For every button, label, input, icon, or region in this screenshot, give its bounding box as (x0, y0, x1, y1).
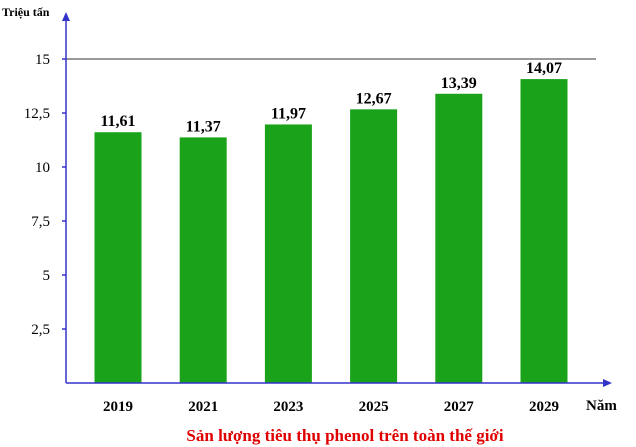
data-label-2025: 12,67 (356, 90, 392, 107)
bar-2029 (520, 79, 568, 383)
x-tick-label-2027: 2027 (444, 399, 475, 415)
y-tick-label: 2,5 (31, 322, 50, 338)
bar-2019 (94, 132, 142, 383)
y-tick-label: 12,5 (24, 106, 50, 122)
y-axis-title: Triệu tấn (2, 5, 50, 19)
x-axis-arrow-icon (603, 379, 612, 387)
x-tick-label-2019: 2019 (103, 399, 133, 415)
x-tick-labels: 2019 2021 2023 2025 2027 2029 (103, 399, 559, 415)
x-tick-label-2025: 2025 (359, 399, 389, 415)
data-label-2021: 11,37 (186, 118, 221, 135)
x-axis-title: Năm (586, 398, 617, 414)
y-tick-label: 15 (35, 52, 50, 68)
bar-2023 (264, 124, 312, 383)
bars (94, 79, 568, 383)
data-label-2027: 13,39 (441, 75, 477, 92)
y-axis-arrow-icon (62, 12, 70, 21)
data-labels: 11,61 11,37 11,97 12,67 13,39 14,07 (100, 60, 562, 135)
y-tick-label: 10 (35, 160, 50, 176)
bar-2021 (179, 137, 227, 383)
chart-title: Sản lượng tiêu thụ phenol trên toàn thế … (186, 426, 503, 445)
x-tick-label-2023: 2023 (273, 399, 303, 415)
data-label-2029: 14,07 (526, 60, 562, 77)
y-tick-label: 5 (43, 268, 51, 284)
y-tick-label: 7,5 (31, 214, 50, 230)
bar-2027 (435, 93, 483, 383)
x-tick-label-2029: 2029 (529, 399, 559, 415)
bar-2025 (350, 109, 398, 383)
data-label-2023: 11,97 (271, 105, 306, 122)
axes (62, 12, 612, 387)
data-label-2019: 11,61 (100, 113, 135, 130)
x-tick-label-2021: 2021 (188, 399, 218, 415)
y-tick-labels: 2,5 5 7,5 10 12,5 15 (24, 52, 66, 338)
